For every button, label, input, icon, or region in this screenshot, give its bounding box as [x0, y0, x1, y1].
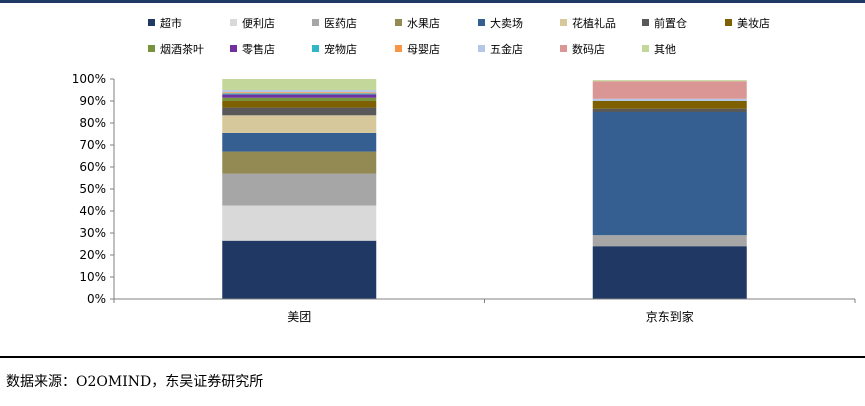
legend-label-8: 烟酒茶叶	[160, 42, 204, 56]
bar-segment-1-14	[592, 80, 747, 82]
bar-segment-0-6	[222, 107, 377, 116]
legend-label-6: 前置仓	[654, 16, 687, 30]
bar-segment-1-0	[592, 246, 747, 299]
legend-label-7: 美妆店	[737, 16, 770, 30]
x-axis: 美团 京东到家	[113, 298, 856, 324]
bars	[222, 79, 747, 299]
bar-segment-1-7	[592, 101, 747, 109]
x-category-label: 京东到家	[646, 309, 694, 324]
bar-segment-0-0	[222, 240, 377, 299]
bar-segment-0-2	[222, 173, 377, 206]
legend-label-5: 花植礼品	[572, 16, 616, 30]
bar-segment-0-3	[222, 151, 377, 174]
legend-swatch-6	[642, 19, 649, 26]
y-tick-label: 100%	[72, 72, 106, 86]
legend-label-12: 五金店	[490, 42, 523, 56]
y-axis: 0% 10% 20% 30% 40% 50% 60% 70% 80% 90% 100%	[72, 72, 115, 306]
legend-label-14: 其他	[654, 43, 676, 56]
legend-label-3: 水果店	[407, 16, 440, 30]
legend-swatch-8	[148, 45, 155, 52]
bar-segment-0-8	[222, 97, 377, 101]
legend-label-2: 医药店	[324, 16, 357, 30]
legend-swatch-2	[312, 19, 319, 26]
legend-swatch-0	[148, 19, 155, 26]
legend-label-0: 超市	[160, 16, 182, 30]
bar-segment-1-6	[592, 108, 747, 112]
y-tick-label: 90%	[79, 94, 106, 108]
y-tick-label: 70%	[79, 138, 106, 152]
legend-swatch-1	[230, 19, 237, 26]
bar-segment-0-10	[222, 93, 377, 95]
y-tick-label: 50%	[79, 182, 106, 196]
bar-segment-1-13	[592, 81, 747, 99]
y-tick-label: 0%	[87, 292, 106, 306]
legend-swatch-3	[395, 19, 402, 26]
legend-swatch-13	[560, 45, 567, 52]
bar-segment-0-1	[222, 205, 377, 241]
legend-swatch-7	[725, 19, 732, 26]
y-tick-label: 30%	[79, 226, 106, 240]
legend-label-13: 数码店	[572, 42, 605, 56]
bar-segment-0-12	[222, 90, 377, 93]
bar-segment-0-11	[222, 92, 377, 94]
bar-segment-0-5	[222, 115, 377, 133]
legend-swatch-14	[642, 45, 649, 52]
legend-label-11: 母婴店	[407, 42, 440, 56]
legend-swatch-11	[395, 45, 402, 52]
bar-segment-0-14	[222, 79, 377, 90]
bar-segment-1-4	[592, 112, 747, 236]
y-tick-label: 40%	[79, 204, 106, 218]
x-category-label: 美团	[287, 310, 311, 324]
legend-label-10: 宠物店	[324, 42, 357, 56]
legend-swatch-4	[478, 19, 485, 26]
y-tick-label: 20%	[79, 248, 106, 262]
bar-segment-0-9	[222, 94, 377, 98]
legend-swatch-5	[560, 19, 567, 26]
bar-segment-1-12	[592, 98, 747, 101]
y-tick-label: 60%	[79, 160, 106, 174]
legend-swatch-12	[478, 45, 485, 52]
bar-segment-1-2	[592, 235, 747, 247]
bottom-rule	[0, 356, 865, 358]
legend-label-1: 便利店	[242, 16, 275, 30]
bar-segment-0-4	[222, 132, 377, 152]
y-tick-label: 80%	[79, 116, 106, 130]
y-tick-label: 10%	[79, 270, 106, 284]
bar-segment-0-7	[222, 101, 377, 108]
legend-label-4: 大卖场	[490, 16, 523, 30]
legend-swatch-10	[312, 45, 319, 52]
legend-label-9: 零售店	[242, 42, 275, 56]
legend-swatch-9	[230, 45, 237, 52]
source-note: 数据来源：O2OMIND，东吴证券研究所	[6, 374, 264, 390]
top-rule	[0, 0, 865, 3]
